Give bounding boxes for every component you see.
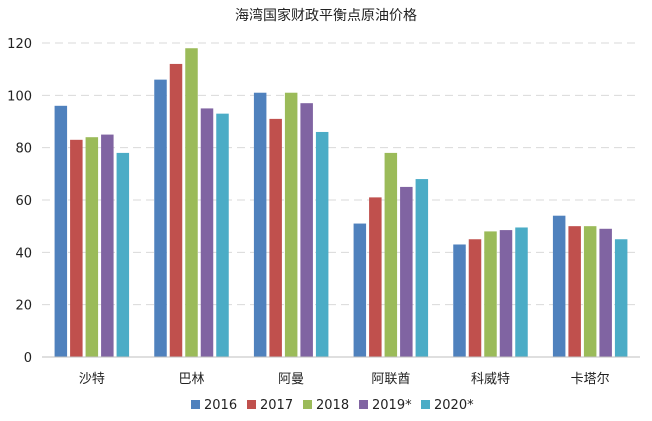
y-tick-label: 20 — [15, 299, 32, 314]
legend-swatch — [303, 400, 312, 409]
bar — [515, 227, 528, 357]
x-category-label: 卡塔尔 — [571, 372, 610, 387]
bar — [216, 113, 229, 358]
y-tick-label: 120 — [7, 37, 32, 52]
bar — [353, 223, 367, 357]
x-axis-categories: 沙特 巴林 阿曼 阿联酋 科威特 卡塔尔 — [79, 371, 610, 387]
legend-label: 2018 — [316, 398, 349, 413]
legend-swatch — [421, 400, 430, 409]
bar — [369, 197, 382, 357]
gridlines — [42, 42, 640, 306]
bar — [552, 215, 566, 357]
x-category-label: 阿曼 — [278, 372, 304, 387]
bar — [185, 48, 198, 357]
bar — [284, 92, 298, 357]
chart-title: 海湾国家财政平衡点原油价格 — [235, 7, 417, 24]
y-tick-label: 80 — [15, 142, 32, 157]
bar — [269, 118, 282, 357]
bar — [568, 226, 581, 357]
x-category-label: 巴林 — [178, 372, 204, 387]
x-category-label: 阿联酋 — [371, 371, 410, 387]
y-tick-label: 40 — [15, 246, 32, 261]
bar — [614, 239, 628, 357]
bar — [85, 137, 99, 357]
bars — [54, 48, 628, 358]
bar — [484, 231, 497, 357]
bar — [154, 79, 167, 357]
bar — [54, 105, 68, 357]
bar — [169, 63, 183, 357]
x-category-label: 沙特 — [79, 372, 105, 387]
bar — [453, 244, 466, 357]
bar — [583, 226, 597, 357]
bar — [101, 134, 114, 357]
y-axis-ticks: 0 20 40 60 80 100 120 — [7, 37, 32, 366]
bar — [200, 108, 214, 358]
legend: 2016 2017 2018 2019* 2020* — [191, 398, 474, 413]
legend-swatch — [359, 400, 368, 409]
y-tick-label: 100 — [7, 89, 32, 104]
bar — [300, 103, 313, 357]
bar — [468, 239, 482, 357]
bar — [315, 131, 329, 357]
bar — [499, 230, 513, 357]
y-tick-label: 0 — [24, 351, 32, 366]
bar — [116, 152, 130, 357]
bar — [70, 139, 83, 357]
legend-swatch — [247, 400, 256, 409]
legend-label: 2019* — [372, 398, 412, 413]
legend-label: 2017 — [260, 398, 293, 413]
bar — [400, 186, 413, 357]
bar — [415, 179, 429, 357]
legend-swatch — [191, 400, 200, 409]
bar — [599, 228, 612, 357]
x-category-label: 科威特 — [471, 372, 510, 387]
bar — [253, 92, 267, 357]
legend-label: 2020* — [434, 398, 474, 413]
bar — [384, 152, 398, 357]
legend-label: 2016 — [204, 398, 237, 413]
y-tick-label: 60 — [15, 194, 32, 209]
